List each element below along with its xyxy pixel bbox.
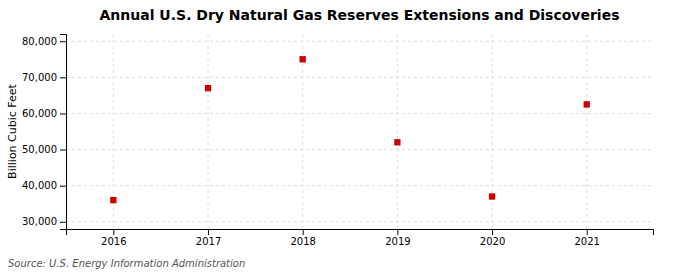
tick: 80,000 bbox=[22, 36, 66, 47]
grid-line bbox=[586, 34, 587, 229]
tick-mark bbox=[208, 229, 209, 235]
tick: 2017 bbox=[196, 229, 221, 247]
tick-label: 70,000 bbox=[22, 72, 57, 83]
tick: 2018 bbox=[290, 229, 315, 247]
tick-mark bbox=[60, 77, 66, 78]
grid-line bbox=[66, 149, 653, 150]
grid-line bbox=[397, 34, 398, 229]
tick-label: 50,000 bbox=[22, 144, 57, 155]
point bbox=[300, 56, 306, 62]
tick: 2020 bbox=[480, 229, 505, 247]
tick-label: 2016 bbox=[101, 236, 126, 247]
tick-label: 60,000 bbox=[22, 108, 57, 119]
tick: 40,000 bbox=[22, 180, 66, 191]
grid bbox=[66, 34, 653, 229]
point bbox=[110, 197, 116, 203]
chart-svg: 2016 2017 2018 2019 2020 2021 30,000 40,000 50,0… bbox=[0, 0, 675, 275]
tick-mark bbox=[492, 229, 493, 235]
tick-mark bbox=[303, 229, 304, 235]
point bbox=[394, 139, 400, 145]
tick: 50,000 bbox=[22, 144, 66, 155]
grid-line bbox=[208, 34, 209, 229]
point bbox=[205, 85, 211, 91]
tick-label: 40,000 bbox=[22, 180, 57, 191]
grid-line bbox=[66, 185, 653, 186]
tick-mark bbox=[60, 186, 66, 187]
tick: 30,000 bbox=[22, 216, 66, 227]
tick-mark bbox=[587, 229, 588, 235]
tick: 70,000 bbox=[22, 72, 66, 83]
tick: 2016 bbox=[101, 229, 126, 247]
marks bbox=[110, 56, 590, 203]
tick-mark bbox=[60, 41, 66, 42]
tick: 60,000 bbox=[22, 108, 66, 119]
y-axis-title: Billion Cubic Feet bbox=[6, 83, 19, 178]
tick: 2021 bbox=[574, 229, 599, 247]
grid-line bbox=[66, 41, 653, 42]
tick-mark bbox=[397, 229, 398, 235]
grid-line bbox=[66, 221, 653, 222]
plot-area: 2016 2017 2018 2019 2020 2021 30,000 40,000 50,0… bbox=[22, 34, 654, 247]
y-axis: 30,000 40,000 50,000 60,000 70,000 80,000 bbox=[22, 35, 67, 230]
tick: 2019 bbox=[385, 229, 410, 247]
tick-label: 2017 bbox=[196, 236, 221, 247]
tick-label: 2020 bbox=[480, 236, 505, 247]
tick-label: 2019 bbox=[385, 236, 410, 247]
axis-line bbox=[60, 35, 67, 230]
tick-label: 2018 bbox=[290, 236, 315, 247]
axis-line bbox=[67, 230, 654, 236]
grid-line bbox=[492, 34, 493, 229]
point bbox=[489, 193, 495, 199]
grid-line bbox=[66, 77, 653, 78]
x-axis: 2016 2017 2018 2019 2020 2021 bbox=[67, 229, 654, 247]
chart-container: 2016 2017 2018 2019 2020 2021 30,000 40,000 50,0… bbox=[0, 0, 675, 275]
tick-label: 2021 bbox=[574, 236, 599, 247]
point bbox=[584, 101, 590, 107]
tick-mark bbox=[113, 229, 114, 235]
tick-label: 80,000 bbox=[22, 36, 57, 47]
tick-mark bbox=[60, 222, 66, 223]
tick-mark bbox=[60, 113, 66, 114]
tick-label: 30,000 bbox=[22, 216, 57, 227]
grid-line bbox=[302, 34, 303, 229]
title: Annual U.S. Dry Natural Gas Reserves Ext… bbox=[100, 7, 620, 23]
source-note: Source: U.S. Energy Information Administ… bbox=[8, 258, 245, 269]
tick-mark bbox=[60, 150, 66, 151]
grid-line bbox=[66, 113, 653, 114]
